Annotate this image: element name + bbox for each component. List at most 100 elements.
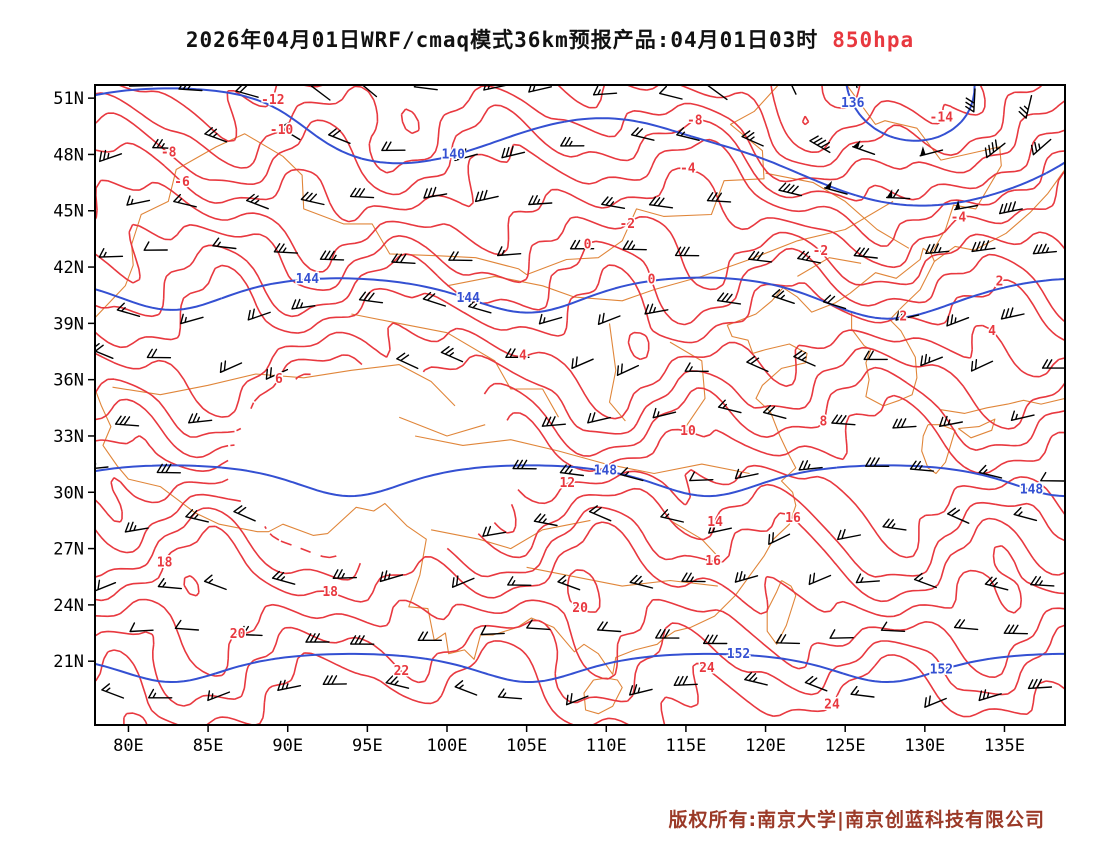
- temperature-contour-14: [95, 483, 1065, 578]
- wind-barb: [793, 350, 816, 367]
- temperature-contour-label: 18: [157, 555, 173, 570]
- province-border-shanxi-outline: [608, 323, 626, 422]
- wind-barb: [587, 412, 611, 424]
- wind-barb: [824, 187, 848, 195]
- hainan-outline: [583, 677, 623, 715]
- wind-barb: [265, 367, 289, 380]
- wind-barb: [797, 250, 822, 264]
- wind-barb: [882, 518, 907, 531]
- wind-barb: [717, 399, 742, 414]
- wind-barb: [619, 467, 644, 482]
- y-axis-label: 39N: [53, 314, 84, 334]
- wind-barb: [892, 418, 917, 429]
- temperature-contour-label: 0: [584, 237, 592, 252]
- axes: 80E 85E 90E 95E 100E 105E 110E 115E 120E 125E 130E…: [53, 89, 1025, 756]
- province-border-yangtze-outline: [414, 435, 750, 475]
- wind-barb: [559, 464, 584, 477]
- temperature-contour--16: [801, 85, 861, 126]
- wind-barb: [703, 634, 728, 645]
- wind-barb: [319, 250, 345, 261]
- y-axis-label: 36N: [53, 371, 84, 391]
- honshu-west-outline: [940, 397, 1065, 414]
- wind-barb: [965, 88, 976, 113]
- geopotential_height-contour-label: 144: [296, 272, 320, 287]
- temperature-contour-label: -4: [951, 210, 967, 225]
- wind-barb: [116, 302, 141, 317]
- temperature-contour-label: -4: [680, 162, 696, 177]
- wind-barb: [349, 187, 375, 199]
- y-axis-label: 42N: [53, 258, 84, 278]
- temperature-contour-label: 22: [394, 664, 410, 679]
- wind-barb: [1003, 624, 1028, 635]
- temperature-contour-8: [95, 366, 1065, 459]
- wind-barb-layer: [95, 85, 1065, 708]
- wind-barb: [396, 352, 419, 370]
- wind-barb: [920, 353, 943, 367]
- taiwan-outline: [766, 580, 797, 645]
- wind-barb: [837, 528, 861, 541]
- wind-barb: [909, 460, 935, 472]
- temperature-contour--6: [95, 138, 1065, 247]
- korea-outline: [833, 253, 935, 407]
- wind-barb: [648, 196, 674, 209]
- wind-barb: [616, 363, 639, 376]
- wind-barb: [630, 127, 655, 141]
- temperature-contour-label: 4: [519, 349, 527, 364]
- china-northwest-border-outline: [95, 85, 779, 319]
- wind-barb: [970, 359, 994, 372]
- wind-barb: [497, 688, 523, 700]
- wind-barb: [305, 633, 330, 643]
- temperature-contour-22: [95, 619, 1065, 707]
- wind-barb: [978, 689, 1002, 702]
- wind-barb: [809, 135, 831, 154]
- wind-barb: [622, 240, 647, 251]
- wind-barb: [913, 572, 937, 589]
- wind-barb: [124, 521, 149, 533]
- province-border-plateau-north-outline: [112, 364, 456, 407]
- wind-barb: [99, 149, 123, 163]
- wind-barb: [895, 309, 920, 321]
- wind-barb: [246, 193, 269, 210]
- temperature-contour-label: -14: [930, 111, 954, 126]
- wind-barb: [1030, 138, 1052, 156]
- wind-barb: [886, 189, 911, 200]
- wind-barb: [101, 683, 125, 699]
- temperature-contour-label: 16: [705, 554, 721, 569]
- wind-barb: [203, 574, 227, 591]
- wind-barb: [454, 148, 478, 162]
- wind-barb: [831, 414, 856, 426]
- temperature-contour-label: 0: [648, 272, 656, 287]
- wind-barb: [588, 505, 612, 522]
- y-axis-label: 30N: [53, 483, 84, 503]
- temperature-contour-label: -6: [174, 175, 190, 190]
- wind-barb: [644, 303, 669, 315]
- x-axis-label: 80E: [113, 736, 144, 756]
- wind-barb: [501, 145, 526, 159]
- x-axis-label: 120E: [745, 736, 786, 756]
- wind-barb: [526, 619, 551, 631]
- wind-barb: [601, 196, 626, 209]
- wind-barb: [212, 237, 237, 250]
- province-border-nanling-outline: [526, 566, 718, 587]
- temperature-contour-layer: [95, 85, 1065, 725]
- wind-barb: [379, 570, 404, 583]
- y-axis-label: 33N: [53, 427, 84, 447]
- wind-barb: [681, 572, 706, 583]
- wind-barb: [798, 460, 823, 471]
- wind-barb: [332, 569, 357, 579]
- temperature-contour-4: [95, 322, 1065, 420]
- wind-barb: [771, 289, 795, 304]
- temperature-contour-0: [95, 240, 1065, 326]
- kyushu-outline: [921, 424, 956, 475]
- wind-barb: [953, 619, 979, 631]
- wind-barb: [422, 291, 446, 307]
- wind-barb: [652, 407, 677, 419]
- wind-barb: [271, 570, 296, 585]
- wind-barb: [185, 509, 209, 523]
- wind-barb: [468, 299, 492, 314]
- wind-barb: [1040, 471, 1065, 482]
- copyright-text: 版权所有:南京大学|南京创蓝科技有限公司: [668, 809, 1045, 831]
- wind-barb: [528, 195, 553, 206]
- x-axis-label: 125E: [825, 736, 866, 756]
